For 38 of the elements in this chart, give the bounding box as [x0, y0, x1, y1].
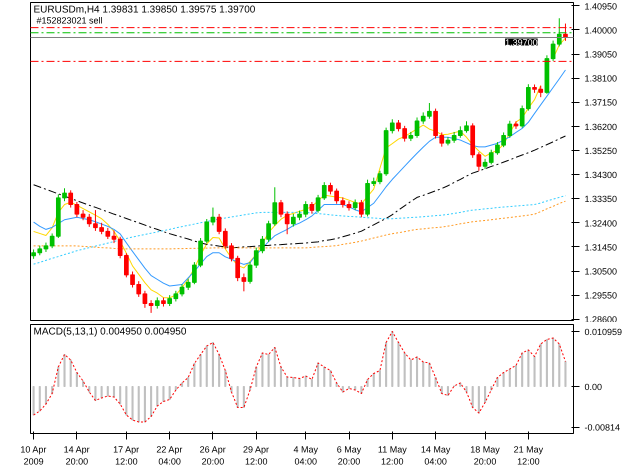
- x-tick-label: 4 May 04:00: [293, 444, 318, 466]
- candlestick: [154, 296, 160, 310]
- x-tick-label: 14 Apr 20:00: [64, 444, 90, 466]
- y-tick-label: 1.40950: [584, 1, 618, 12]
- y-tick-label: 1.33350: [584, 194, 618, 204]
- ref-line-label: #152823021 sell: [36, 16, 103, 26]
- y-tick-label: 1.35250: [584, 146, 618, 156]
- y-tick-label: 1.37150: [584, 98, 618, 108]
- line-series: [33, 195, 566, 265]
- x-tick-label: 17 Apr 12:00: [113, 444, 140, 466]
- y-tick-label: 1.34300: [584, 170, 618, 180]
- y-tick-label: 1.29550: [584, 290, 618, 301]
- ref-line-label: 1.39700: [505, 38, 538, 48]
- y-tick-label: 0.010959: [584, 327, 622, 338]
- x-tick-label: 10 Apr 2009: [20, 444, 46, 466]
- x-tick-label: 11 May 12:00: [378, 444, 408, 466]
- y-tick-label: -0.00814: [584, 422, 620, 433]
- y-tick-label: 1.40000: [584, 25, 618, 36]
- line-series: [33, 70, 566, 286]
- y-tick-label: 1.39050: [584, 50, 618, 60]
- chart-title: EURUSDm,H4 1.39831 1.39850 1.39575 1.39700: [34, 4, 256, 16]
- x-tick-label: 26 Apr 20:00: [200, 444, 226, 466]
- y-tick-label: 1.30500: [584, 266, 618, 277]
- y-tick-label: 1.32400: [584, 218, 618, 228]
- x-tick-label: 21 May 12:00: [514, 444, 544, 466]
- y-tick-label: 1.38100: [584, 74, 618, 84]
- x-tick-label: 29 Apr 12:00: [242, 444, 270, 466]
- y-tick-label: 1.31450: [584, 242, 618, 252]
- chart-title: MACD(5,13,1) 0.004950 0.004950: [34, 326, 187, 338]
- candlestick: [359, 199, 364, 218]
- x-tick-label: 22 Apr 04:00: [156, 444, 182, 466]
- candlestick: [310, 201, 314, 214]
- x-tick-label: 18 May 20:00: [470, 444, 500, 466]
- candlestick: [352, 198, 358, 211]
- y-tick-label: 1.36200: [584, 122, 618, 132]
- x-tick-label: 14 May 04:00: [420, 444, 451, 466]
- y-tick-label: 0.00: [584, 382, 602, 392]
- x-tick-label: 6 May 20:00: [336, 444, 362, 466]
